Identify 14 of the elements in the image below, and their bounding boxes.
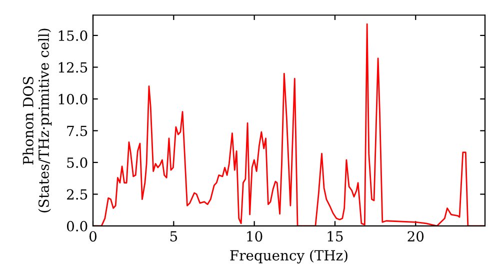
y-tick-label: 12.5 — [58, 62, 88, 73]
y-tick-label: 5.0 — [67, 157, 88, 168]
y-tick-label: 0.0 — [66, 220, 88, 232]
x-tick-label: 20 — [408, 231, 424, 242]
y-tick-label: 15.0 — [58, 30, 88, 41]
y-tick-label: 2.5 — [66, 189, 88, 200]
x-axis-title: Frequency (THz) — [230, 250, 348, 264]
x-tick-label: 0 — [89, 231, 96, 242]
x-tick-label: 15 — [328, 231, 343, 242]
x-tick-label: 5 — [170, 231, 178, 242]
y-axis-title: Phonon DOS (States/THz·primitive cell) — [22, 28, 52, 212]
y-tick-label: 10.0 — [58, 94, 88, 104]
y-tick-label: 7.5 — [67, 126, 88, 136]
x-tick-label: 10 — [247, 231, 262, 242]
